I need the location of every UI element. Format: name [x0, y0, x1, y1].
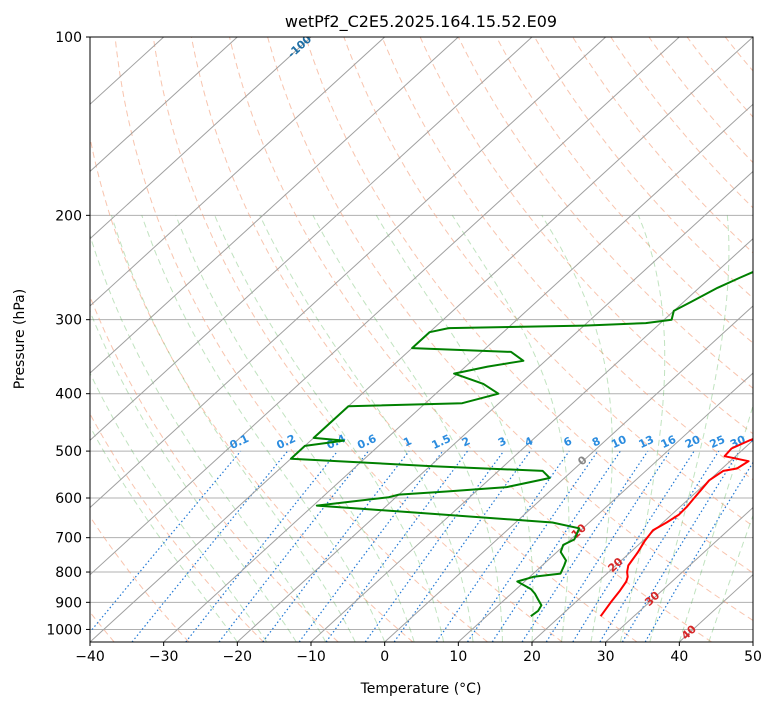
moist-adiabat: [678, 404, 753, 642]
moist-adiabat: [175, 215, 415, 642]
x-tick-label: 50: [744, 649, 762, 665]
x-tick-label: −30: [149, 649, 179, 665]
dry-adiabat: [90, 135, 414, 642]
moist-adiabat: [214, 215, 445, 642]
moist-adiabat: [90, 233, 327, 642]
mixing-ratio-label: 16: [659, 433, 679, 451]
mixing-ratio-line: [545, 450, 671, 642]
y-tick-label: 900: [55, 595, 82, 611]
isotherm: [90, 37, 238, 173]
isotherms: [90, 37, 753, 642]
isotherm: [90, 37, 459, 374]
dry-adiabat: [152, 37, 563, 642]
isotherm: [236, 170, 753, 642]
x-tick-label: 30: [597, 649, 615, 665]
moist-adiabat: [375, 215, 534, 642]
isotherm: [90, 37, 607, 509]
isotherm: [90, 37, 680, 576]
y-axis-ticks: 1000 900 800 700 600 500 400 300 200 100: [46, 30, 90, 638]
y-tick-label: 700: [55, 531, 82, 547]
plot-frame: [89, 36, 754, 643]
isotherm: [163, 103, 753, 642]
mixing-ratio-line: [572, 450, 695, 642]
dry-adiabat: [229, 37, 712, 642]
x-tick-label: −20: [223, 649, 253, 665]
x-axis-label: Temperature (°C): [360, 681, 482, 697]
plot-area: 0.10.20.40.611.52346810131620253036-100-…: [90, 37, 769, 642]
y-tick-label: 100: [55, 30, 82, 46]
y-tick-label: 400: [55, 387, 82, 403]
moist-adiabat: [312, 215, 503, 642]
mixing-ratio-label: 30: [728, 433, 748, 451]
moist-adiabat: [141, 215, 386, 642]
x-axis-ticks: −40 −30 −20 −10 0 10 20 30 40 50: [75, 642, 762, 665]
dry-adiabat: [343, 37, 753, 527]
dry-adiabat: [305, 37, 753, 574]
isotherm: [90, 37, 533, 442]
sounding-line: [599, 438, 753, 617]
sounding-line: [289, 270, 753, 618]
mixing-ratio-lines: [90, 450, 753, 642]
dry-adiabat: [495, 37, 753, 344]
mixing-ratio-line: [466, 450, 599, 642]
moist-adiabat: [259, 215, 474, 642]
isotherm: [531, 439, 753, 642]
moist-adiabat: [619, 215, 666, 642]
isotherm: [384, 305, 753, 642]
dry-adiabats: [90, 37, 753, 642]
x-tick-label: 40: [670, 649, 688, 665]
mixing-ratio-label: 20: [683, 433, 703, 451]
mixing-ratio-line: [185, 450, 339, 642]
dry-adiabat: [190, 37, 638, 642]
mixing-ratio-label: 13: [637, 433, 656, 451]
y-tick-label: 1000: [46, 622, 82, 638]
x-tick-label: −10: [296, 649, 326, 665]
dry-adiabat: [267, 37, 753, 622]
dry-adiabat: [90, 515, 190, 642]
mixing-ratio-line: [218, 450, 369, 642]
moist-adiabat: [708, 514, 753, 642]
mixing-ratio-line: [262, 450, 410, 642]
y-tick-label: 800: [55, 565, 82, 581]
dry-adiabat: [90, 412, 264, 642]
dry-adiabat: [572, 37, 753, 254]
y-tick-label: 200: [55, 208, 82, 224]
x-tick-label: −40: [75, 649, 105, 665]
y-axis-label: Pressure (hPa): [12, 289, 28, 389]
dry-adiabat: [419, 37, 753, 435]
isotherm: [310, 237, 753, 642]
x-tick-label: 10: [449, 649, 467, 665]
dry-adiabat: [90, 295, 339, 642]
mixing-ratio-line: [364, 450, 505, 642]
y-tick-label: 300: [55, 313, 82, 329]
mixing-ratio-line: [90, 450, 242, 633]
y-tick-label: 500: [55, 444, 82, 460]
moist-adiabat: [649, 215, 730, 642]
x-tick-label: 0: [380, 649, 389, 665]
isotherm: [90, 37, 386, 307]
isotherm: [90, 37, 312, 240]
mixing-ratio-line: [644, 461, 753, 642]
mixing-ratio-label: 36: [749, 433, 769, 451]
mixing-ratio-label: 10: [609, 433, 629, 451]
mixing-ratio-line: [131, 450, 289, 642]
dry-adiabat: [457, 37, 753, 389]
pressure-grid: [90, 37, 753, 630]
mixing-ratio-line: [599, 450, 720, 642]
moist-adiabat: [111, 215, 356, 642]
y-tick-label: 600: [55, 491, 82, 507]
moist-adiabats: [90, 215, 753, 642]
mixing-ratio-label: 25: [708, 433, 727, 451]
mixing-ratio-line: [393, 450, 531, 642]
sounding-series: [289, 270, 753, 618]
isotherm: [605, 506, 753, 642]
chart-title: wetPf2_C2E5.2025.164.15.52.E09: [285, 12, 557, 32]
moist-adiabat: [541, 215, 613, 642]
dry-adiabat: [381, 37, 753, 481]
x-tick-label: 20: [523, 649, 541, 665]
